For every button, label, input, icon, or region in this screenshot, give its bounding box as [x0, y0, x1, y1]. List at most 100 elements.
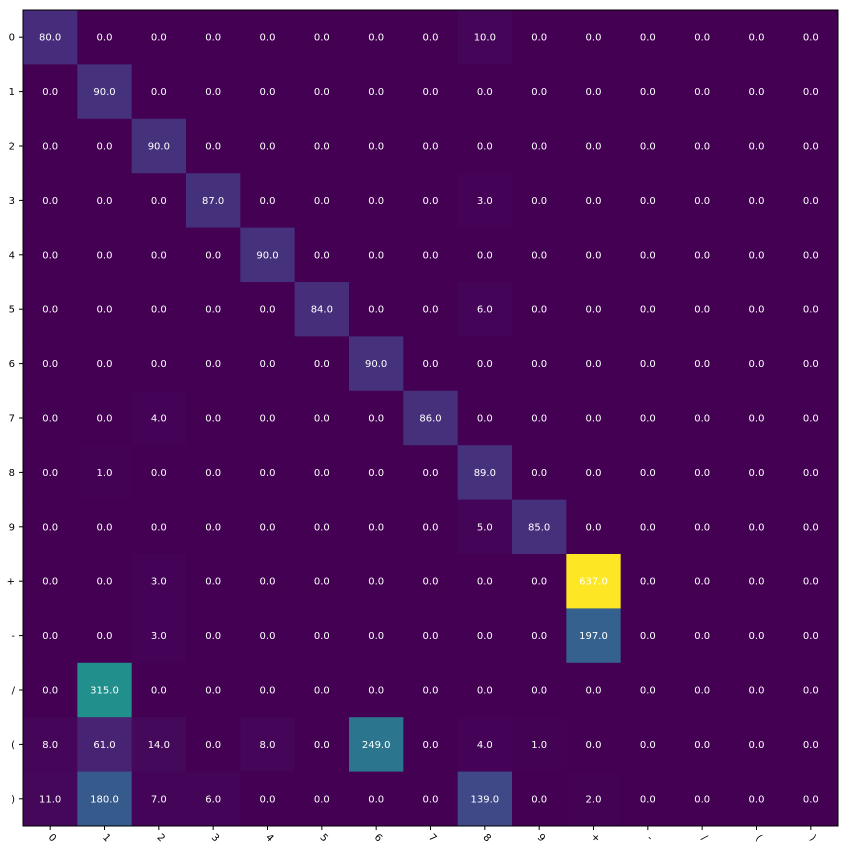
heatmap-cell [783, 499, 839, 555]
cell-value-label: 86.0 [419, 414, 441, 425]
heatmap-cell [403, 499, 459, 555]
cell-value-label: 0.0 [42, 522, 58, 533]
heatmap-cell [131, 173, 187, 229]
cell-value-label: 0.0 [42, 631, 58, 642]
cell-value-label: 0.0 [151, 250, 167, 261]
heatmap-cell [403, 554, 459, 609]
heatmap-cell [403, 771, 459, 827]
heatmap-cell [240, 499, 296, 555]
heatmap-cell [349, 499, 404, 555]
x-tick-label: 3 [209, 832, 221, 844]
cell-value-label: 87.0 [202, 196, 224, 207]
cell-value-label: 0.0 [803, 740, 819, 751]
cell-value-label: 0.0 [260, 522, 276, 533]
heatmap-cell [783, 608, 839, 664]
y-tick-label: 6 [9, 359, 15, 370]
heatmap-cell [294, 173, 350, 229]
cell-value-label: 0.0 [640, 87, 656, 98]
cell-value-label: 0.0 [42, 468, 58, 479]
cell-value-label: 0.0 [97, 33, 113, 44]
cell-value-label: 0.0 [586, 414, 602, 425]
cell-value-label: 0.0 [803, 468, 819, 479]
heatmap-cell [186, 608, 241, 664]
x-tick-label: ) [807, 833, 818, 844]
heatmap-cell [77, 608, 133, 664]
cell-value-label: 0.0 [477, 250, 493, 261]
heatmap-cell [729, 608, 785, 664]
cell-value-label: 80.0 [39, 33, 61, 44]
cell-value-label: 0.0 [42, 196, 58, 207]
cell-value-label: 1.0 [531, 740, 547, 751]
cell-value-label: 0.0 [640, 740, 656, 751]
heatmap-cell [457, 336, 513, 392]
heatmap-cell [675, 173, 730, 229]
cell-value-label: 90.0 [148, 142, 170, 153]
heatmap-cell [783, 173, 839, 229]
cell-value-label: 0.0 [694, 794, 710, 805]
cell-value-label: 0.0 [423, 359, 439, 370]
cell-value-label: 0.0 [314, 359, 330, 370]
cell-value-label: 0.0 [531, 87, 547, 98]
heatmap-cell [566, 336, 622, 392]
heatmap-cell [294, 608, 350, 664]
heatmap-cell [294, 10, 350, 65]
heatmap-cell [294, 499, 350, 555]
heatmap-cell [23, 227, 78, 283]
heatmap-cell [77, 227, 133, 283]
cell-value-label: 0.0 [640, 250, 656, 261]
cell-value-label: 0.0 [97, 631, 113, 642]
heatmap-cell [186, 771, 241, 827]
cell-value-label: 3.0 [151, 577, 167, 588]
cell-value-label: 0.0 [586, 87, 602, 98]
cell-value-label: 6.0 [477, 305, 493, 316]
cell-value-label: 3.0 [477, 196, 493, 207]
heatmap-cell [23, 390, 78, 446]
heatmap-cell [512, 10, 567, 65]
cell-value-label: 0.0 [97, 414, 113, 425]
cell-value-label: 85.0 [528, 522, 550, 533]
x-axis-ticks: 0 1 2 3 4 5 6 7 8 9 + - / () [46, 826, 818, 845]
cell-value-label: 0.0 [803, 577, 819, 588]
heatmap-cell [457, 390, 513, 446]
cell-value-label: 0.0 [749, 196, 765, 207]
cell-value-label: 5.0 [477, 522, 493, 533]
cell-value-label: 0.0 [205, 250, 221, 261]
cell-value-label: 637.0 [579, 577, 608, 588]
heatmap-cell [131, 64, 187, 120]
cell-value-label: 0.0 [368, 250, 384, 261]
cell-value-label: 0.0 [368, 468, 384, 479]
cell-value-label: 0.0 [586, 740, 602, 751]
cell-value-label: 0.0 [694, 631, 710, 642]
cell-value-label: 0.0 [749, 631, 765, 642]
heatmap-cell [620, 173, 676, 229]
cell-value-label: 0.0 [749, 359, 765, 370]
cell-value-label: 0.0 [694, 196, 710, 207]
x-tick-label: - [644, 833, 655, 844]
heatmap-cell [512, 445, 567, 501]
cell-value-label: 0.0 [531, 250, 547, 261]
heatmap-cell [77, 662, 133, 718]
cell-value-label: 0.0 [749, 468, 765, 479]
heatmap-cell [566, 118, 622, 174]
heatmap-cell [675, 10, 730, 65]
heatmap-cell [675, 554, 730, 609]
heatmap-cell [566, 717, 622, 773]
heatmap-cell [620, 662, 676, 718]
cell-value-label: 0.0 [586, 359, 602, 370]
cell-value-label: 0.0 [97, 359, 113, 370]
heatmap-cell [675, 282, 730, 337]
cell-value-label: 0.0 [151, 305, 167, 316]
cell-value-label: 0.0 [314, 522, 330, 533]
cell-value-label: 0.0 [531, 414, 547, 425]
heatmap-cell [566, 173, 622, 229]
cell-value-label: 61.0 [93, 740, 115, 751]
heatmap-cell [23, 173, 78, 229]
y-tick-label: 0 [9, 33, 15, 44]
cell-value-label: 1.0 [97, 468, 113, 479]
cell-value-label: 0.0 [640, 794, 656, 805]
heatmap-cell [729, 390, 785, 446]
y-axis-ticks: 0 1 2 3 4 5 6 7 8 9 + - / () [7, 33, 23, 805]
cell-value-label: 0.0 [586, 196, 602, 207]
heatmap-cell [457, 282, 513, 337]
